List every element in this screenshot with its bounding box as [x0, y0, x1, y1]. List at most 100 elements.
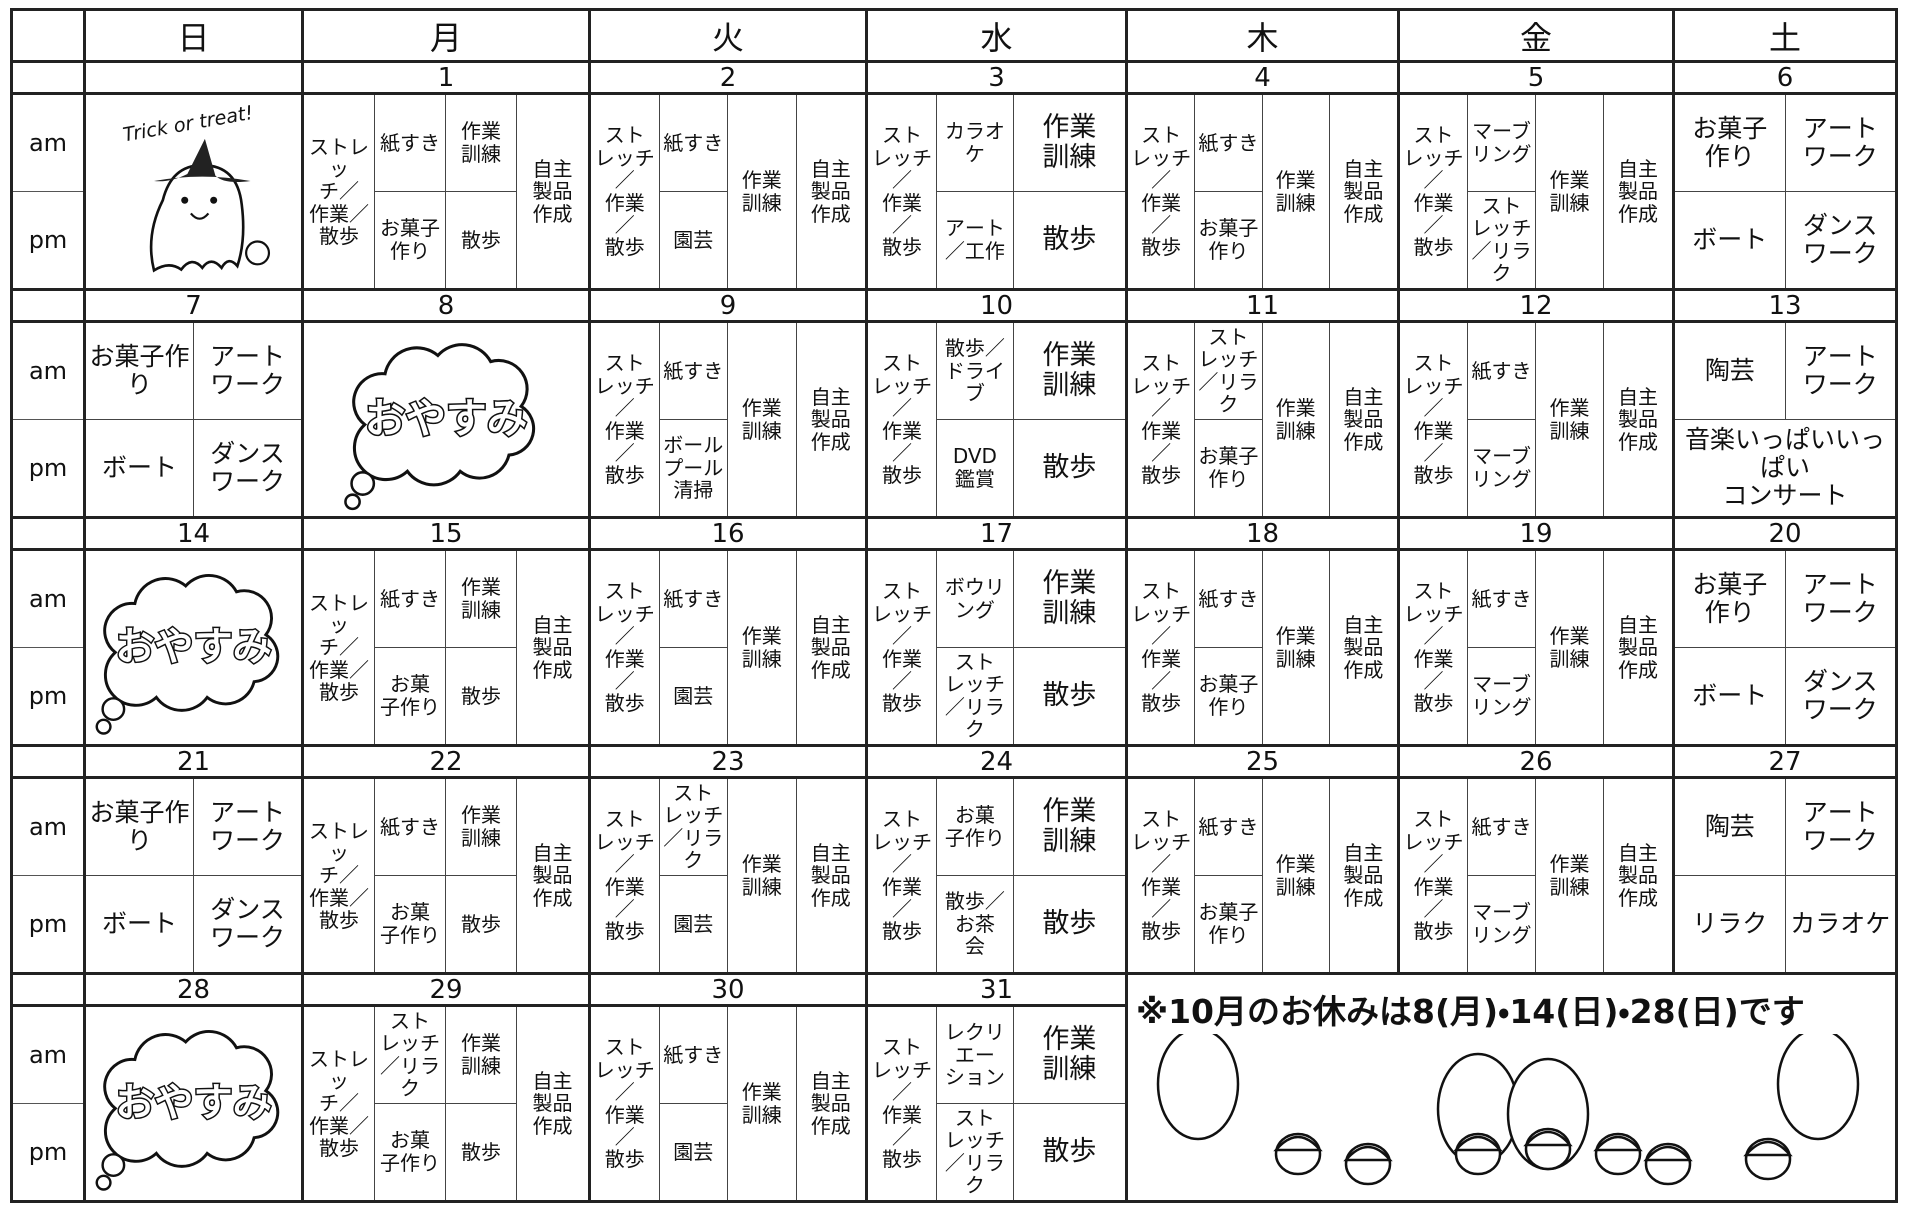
- activity: 作業 訓練: [1013, 1007, 1125, 1104]
- day-header: 金: [1400, 11, 1675, 63]
- cloud-bubble: [344, 493, 361, 511]
- date-cell: 16: [591, 519, 868, 551]
- activity: スト レッチ ／リラ ク: [1468, 191, 1536, 288]
- activity: 自主 製品 作成: [1618, 156, 1658, 226]
- activity-grid: スト レッチ ／ 作業 ／ 散歩 カラオ ケアート ／工作 作業 訓練 散歩: [868, 95, 1125, 288]
- acorn-cap: [1453, 1135, 1503, 1152]
- activity: 紙すき: [659, 1007, 728, 1104]
- activity: 自主 製品 作成: [810, 612, 851, 682]
- activity: ダンス ワーク: [1802, 666, 1878, 724]
- date-cell: 23: [591, 747, 868, 779]
- activity: アート ワーク: [1802, 341, 1878, 399]
- activity: アート ／工作: [937, 191, 1014, 288]
- activity: スト レッチ ／ 作業 ／ 散歩: [1128, 95, 1196, 288]
- activity: 紙すき: [659, 95, 728, 192]
- date-cell: 13: [1675, 291, 1898, 323]
- period-label: pm: [28, 453, 68, 482]
- activity: スト レッチ ／ 作業 ／ 散歩: [1128, 551, 1196, 744]
- date-cell: 5: [1400, 63, 1675, 95]
- activity: 散歩: [1042, 679, 1097, 711]
- day-cell: スト レッチ ／ 作業 ／ 散歩 紙すき 園芸 作業 訓練 自主 製品 作成: [591, 95, 868, 291]
- activity: スト レッチ ／ 作業 ／ 散歩: [591, 551, 660, 744]
- activity-rows: お菓子 作り アート ワーク ボート ダンス ワーク: [1675, 551, 1895, 744]
- activity-grid: スト レッチ ／ 作業 ／ 散歩 レクリ エー ション スト レッチ ／リラク 作業 …: [868, 1007, 1125, 1200]
- activity: ストレッ チ／ 作業／ 散歩: [304, 95, 375, 288]
- activity: スト レッチ ／リラ ク: [659, 779, 728, 876]
- activity: 園芸: [660, 647, 728, 744]
- day-cell: スト レッチ ／ 作業 ／ 散歩 紙すき 園芸 作業 訓練 自主 製品 作成: [591, 551, 868, 747]
- activity: 紙すき: [1468, 779, 1536, 876]
- date-cell: 9: [591, 291, 868, 323]
- activity: お菓子 作り: [1195, 191, 1263, 288]
- date-cell: 30: [591, 975, 868, 1007]
- day-cell: ストレッ チ／ 作業／ 散歩 スト レッチ ／リラ クお菓 子作り 作業 訓練 散歩自…: [304, 1007, 591, 1203]
- activity-grid: スト レッチ ／ 作業 ／ 散歩 紙すき 園芸 作業 訓練 自主 製品 作成: [591, 551, 865, 744]
- activity: 散歩: [446, 875, 517, 972]
- activity: カラオ ケ: [937, 95, 1014, 192]
- activity: 紙すき: [1195, 551, 1263, 648]
- activity: 紙すき: [1468, 323, 1536, 420]
- date-cell: 18: [1128, 519, 1400, 551]
- activity-grid: ストレッ チ／ 作業／ 散歩 紙すき お菓 子作り 作業 訓練 散歩 自主 製品 作成: [304, 551, 588, 744]
- cloud-bubble: [101, 697, 126, 722]
- cloud-bubble: [95, 718, 112, 735]
- date-cell: [86, 63, 304, 95]
- activity: 作業 訓練: [446, 779, 517, 876]
- activity-rows: お菓子作り アート ワーク ボート ダンス ワーク: [86, 779, 301, 972]
- activity: お菓 子作り: [375, 647, 446, 744]
- date-cell: 12: [1400, 291, 1675, 323]
- activity: リラク: [1675, 875, 1786, 972]
- date-cell: 14: [86, 519, 304, 551]
- day-cell: スト レッチ ／ 作業 ／ 散歩 紙すき お菓子 作り 作業 訓練 自主 製品 作成: [1128, 779, 1400, 975]
- activity: 自主 製品 作成: [810, 1068, 851, 1138]
- day-header: 土: [1675, 11, 1898, 63]
- day-cell: おやすみ: [304, 323, 591, 519]
- activity-grid: スト レッチ ／ 作業 ／ 散歩 紙すき マーブ リング 作業 訓練 自主 製品 作成: [1400, 779, 1672, 972]
- day-cell: スト レッチ ／ 作業 ／ 散歩 紙すき ボール プール 清掃 作業 訓練 自主 製品 …: [591, 323, 868, 519]
- date-cell: 21: [86, 747, 304, 779]
- activity: 紙すき: [375, 95, 446, 192]
- activity: ストレッ チ／ 作業／ 散歩: [304, 551, 375, 744]
- activity: 作業 訓練: [728, 1007, 797, 1200]
- date-cell: 10: [868, 291, 1128, 323]
- date-cell: 8: [304, 291, 591, 323]
- date-cell: 4: [1128, 63, 1400, 95]
- activity: 自主 製品 作成: [532, 612, 573, 682]
- activity-grid: スト レッチ ／ 作業 ／ 散歩 紙すき ボール プール 清掃 作業 訓練 自主 製品 …: [591, 323, 865, 516]
- activity-rows: 陶芸 アート ワーク リラク カラオケ: [1675, 779, 1895, 972]
- activity: 作業 訓練: [1536, 779, 1604, 972]
- activity: 作業 訓練: [728, 323, 797, 516]
- activity-row: お菓子 作り アート ワーク: [1675, 95, 1895, 192]
- activity: ダンス ワーク: [1802, 210, 1878, 268]
- activity: 散歩: [1042, 223, 1097, 255]
- activity: 自主 製品 作成: [1343, 384, 1384, 454]
- calendar: 日月火水木金土 am pm Trick or treat! 1 ストレッ チ／ 作業／ 散…: [10, 8, 1898, 1203]
- activity: レクリ エー ション: [937, 1007, 1014, 1104]
- activity: 園芸: [660, 191, 728, 288]
- activity: ストレッ チ／ 作業／ 散歩: [304, 779, 375, 972]
- cloud-outline: [352, 343, 536, 487]
- activity: お菓子 作り: [1195, 419, 1263, 516]
- activity: DVD 鑑賞: [937, 419, 1014, 516]
- activity: ボート: [1675, 647, 1786, 744]
- activity: スト レッチ ／ 作業 ／ 散歩: [1400, 551, 1468, 744]
- activity-grid: スト レッチ ／ 作業 ／ 散歩 散歩／ ドライ ブ DVD 鑑賞 作業 訓練 散歩: [868, 323, 1125, 516]
- activity: スト レッチ ／ 作業 ／ 散歩: [868, 779, 938, 972]
- corner-cell: [13, 11, 86, 63]
- period-label: am: [13, 779, 83, 876]
- day-cell: スト レッチ ／ 作業 ／ 散歩 散歩／ ドライ ブ DVD 鑑賞 作業 訓練 散歩: [868, 323, 1128, 519]
- day-cell: スト レッチ ／ 作業 ／ 散歩 紙すき お菓子 作り 作業 訓練 自主 製品 作成: [1128, 551, 1400, 747]
- period-label: pm: [28, 681, 68, 710]
- acorn-cap: [1743, 1140, 1793, 1157]
- activity: 自主 製品 作成: [532, 156, 573, 226]
- activity: お菓 子作り: [937, 779, 1014, 876]
- activity: 紙すき: [375, 551, 446, 648]
- period-labels: am pm: [13, 779, 86, 975]
- activity: 自主 製品 作成: [810, 840, 851, 910]
- witch-hat: [154, 138, 251, 182]
- activity: 作業 訓練: [446, 95, 517, 192]
- day-cell: スト レッチ ／ 作業 ／ 散歩 カラオ ケアート ／工作 作業 訓練 散歩: [868, 95, 1128, 291]
- date-cell: 7: [86, 291, 304, 323]
- activity: 散歩／ お茶 会: [937, 875, 1014, 972]
- activity: マーブ リング: [1468, 419, 1536, 516]
